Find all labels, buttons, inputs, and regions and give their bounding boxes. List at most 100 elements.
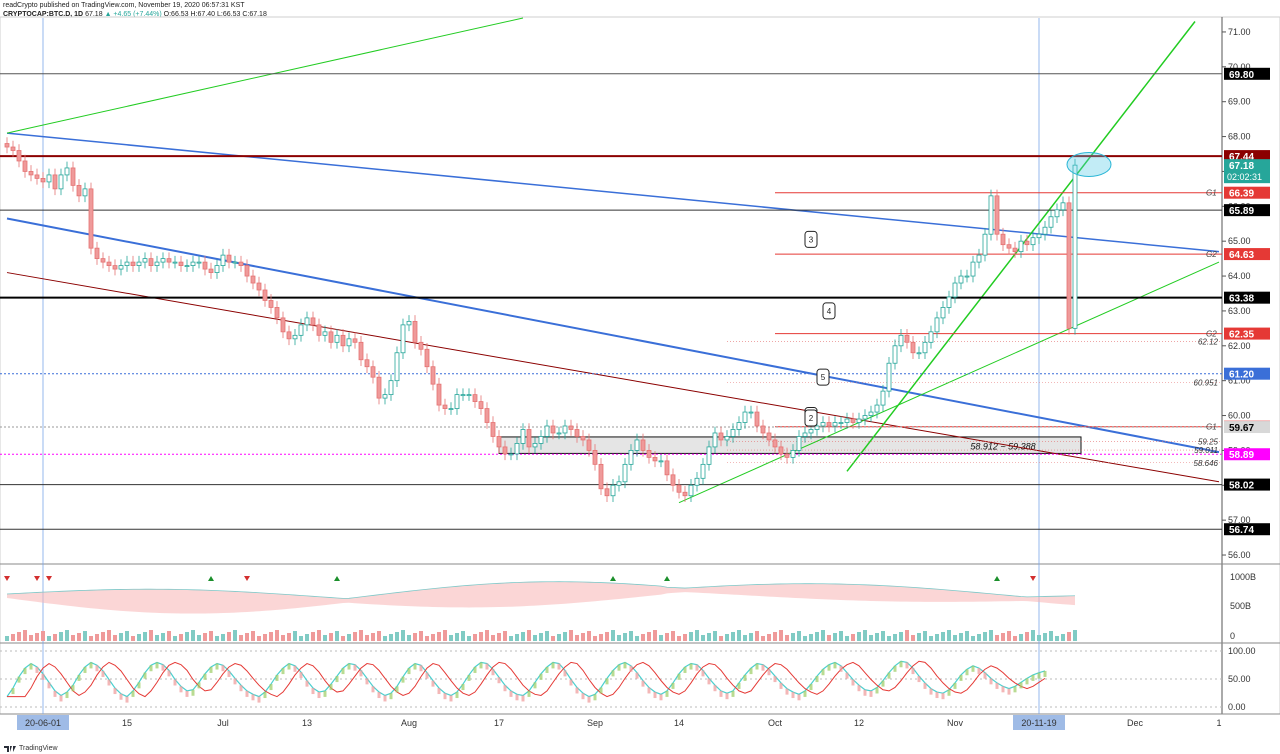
tradingview-logo-icon: [4, 746, 16, 752]
candle-body: [598, 463, 604, 490]
candle-body: [166, 258, 172, 263]
candle-body: [82, 188, 88, 197]
candle-body: [862, 415, 868, 420]
candle-body: [238, 261, 244, 266]
y-tick-label: 60.00: [1228, 411, 1251, 421]
volume-bar: [455, 633, 459, 641]
candle-body: [622, 463, 628, 483]
volume-bar: [245, 633, 249, 641]
candle-body: [232, 261, 238, 264]
volume-bar: [617, 635, 621, 641]
level-value-label: 59.011: [1194, 446, 1218, 455]
candle-body: [934, 317, 940, 333]
price-badge: [1224, 448, 1270, 461]
candle-body: [418, 341, 424, 350]
volume-bar: [869, 635, 873, 641]
candle-body: [40, 178, 46, 183]
buy-signal-icon: [664, 576, 670, 581]
candle-body: [64, 167, 70, 176]
candle-body: [784, 453, 790, 458]
candle-body: [742, 411, 748, 423]
price-badge-label: 69.80: [1229, 70, 1254, 81]
candle-body: [58, 174, 64, 190]
candle-body: [604, 488, 610, 497]
volume-bar: [527, 630, 531, 641]
candle-body: [832, 422, 838, 427]
volume-bar: [371, 633, 375, 641]
volume-bar: [41, 631, 45, 641]
oscillator-signal-line: [7, 660, 1046, 698]
volume-bar: [563, 632, 567, 641]
volume-bar: [857, 632, 861, 641]
volume-axis-label: 1000B: [1230, 572, 1256, 582]
volume-bar: [833, 633, 837, 641]
volume-bar: [269, 632, 273, 641]
candle-body: [148, 258, 154, 266]
candle-body: [970, 261, 976, 277]
candle-body: [538, 436, 544, 444]
volume-bar: [797, 631, 801, 641]
price-badge: [1224, 523, 1270, 536]
volume-bar: [971, 636, 975, 641]
symbol-name[interactable]: CRYPTOCAP:BTC.D, 1D: [3, 11, 84, 18]
price-badge: [1224, 478, 1270, 491]
volume-bar: [821, 630, 825, 641]
volume-bar: [977, 634, 981, 641]
candle-body: [466, 394, 472, 397]
candle-body: [202, 261, 208, 270]
volume-bar: [593, 636, 597, 641]
candle-body: [904, 334, 910, 343]
candle-body: [856, 418, 862, 423]
candle-body: [100, 258, 106, 263]
candle-body: [478, 401, 484, 409]
volume-bar: [149, 630, 153, 641]
volume-bar: [191, 630, 195, 641]
candle-body: [946, 296, 952, 308]
last-value: 67.18: [85, 11, 103, 18]
candle-body: [886, 362, 892, 392]
volume-bar: [167, 631, 171, 641]
candle-body: [718, 432, 724, 441]
volume-bar: [899, 632, 903, 641]
candle-body: [448, 408, 454, 410]
candle-body: [160, 258, 166, 263]
volume-bar: [293, 631, 297, 641]
volume-bar: [239, 635, 243, 641]
volume-bar: [503, 631, 507, 641]
price-badge: [1224, 150, 1270, 163]
publisher-line: readCrypto published on TradingView.com,…: [3, 2, 245, 9]
x-tick-label: Nov: [947, 718, 964, 728]
x-tick-label: 12: [854, 718, 864, 728]
candle-body: [46, 174, 52, 183]
volume-bar: [317, 630, 321, 641]
x-tick-label: Aug: [401, 718, 417, 728]
volume-bar: [809, 634, 813, 641]
blue-trendline-lower: [6, 217, 1220, 454]
candle-body: [382, 394, 388, 399]
volume-bar: [713, 631, 717, 641]
wave-marker-label: 4: [827, 307, 832, 316]
candle-body: [280, 317, 286, 333]
volume-bar: [1043, 633, 1047, 641]
buy-signal-icon: [610, 576, 616, 581]
volume-bar: [467, 636, 471, 641]
wave-marker-label: 5: [821, 373, 826, 382]
y-tick-label: 69.00: [1228, 97, 1251, 107]
level-tag: G1: [1206, 189, 1217, 198]
candle-body: [376, 376, 382, 399]
volume-bar: [179, 634, 183, 641]
cloud-line: [6, 581, 1076, 599]
sell-signal-icon: [4, 576, 10, 581]
candle-body: [640, 439, 646, 451]
blue-trendline-upper: [6, 132, 1220, 253]
candle-body: [406, 320, 412, 326]
volume-bar: [641, 634, 645, 641]
volume-bar: [695, 630, 699, 641]
high-value: H:67.40: [190, 11, 216, 18]
volume-bar: [17, 632, 21, 641]
candle-body: [844, 418, 850, 423]
volume-bar: [53, 634, 57, 641]
price-badge: [1224, 421, 1270, 434]
